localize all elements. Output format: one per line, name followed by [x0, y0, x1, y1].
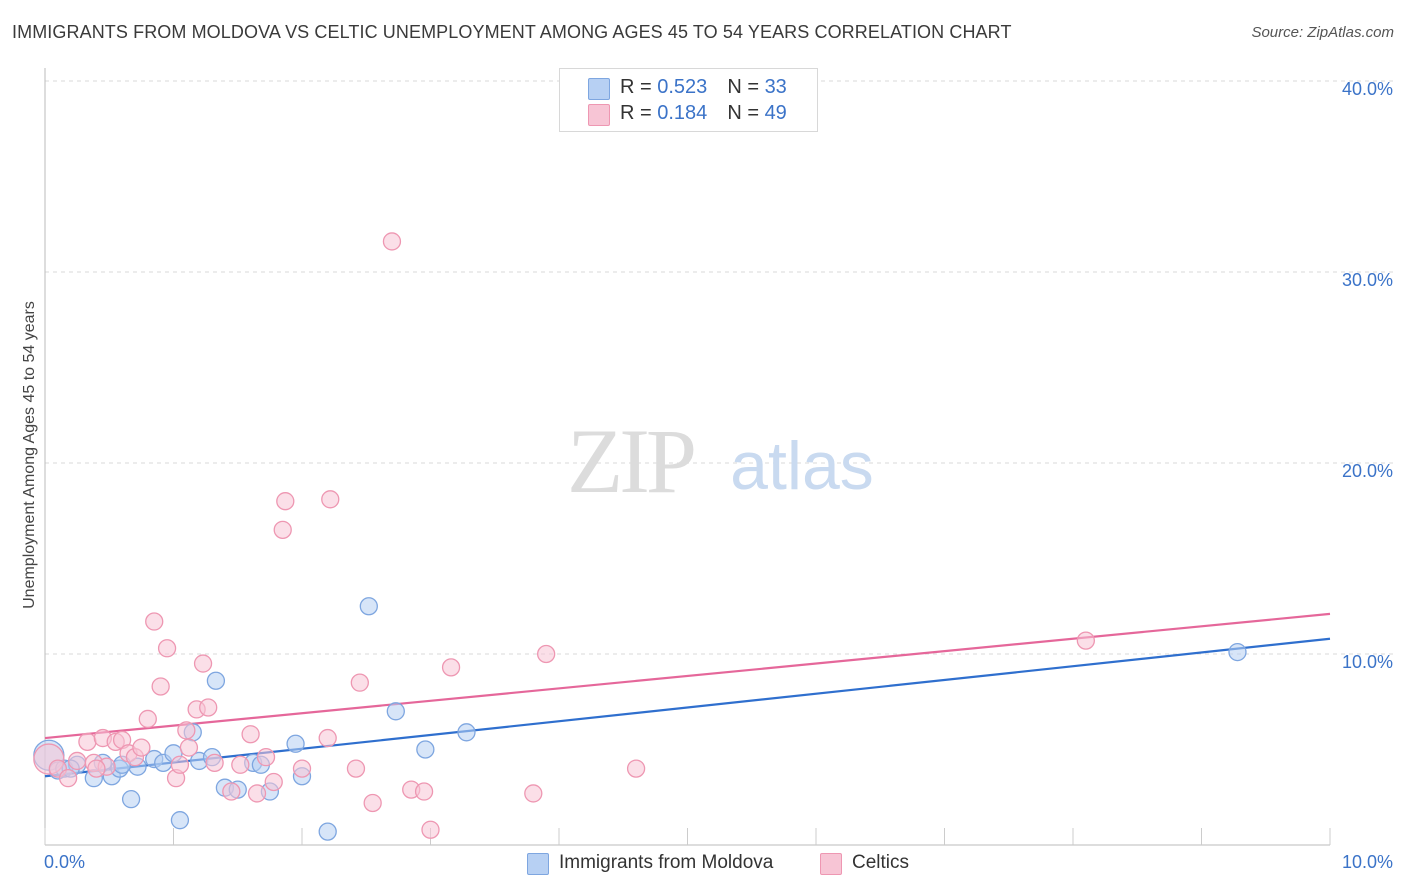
point-celtics-37: [363, 793, 382, 813]
point-celtics-19: [179, 738, 199, 757]
point-celtics-2: [58, 769, 78, 788]
point-celtics-33: [318, 728, 337, 748]
point-celtics-40: [414, 782, 434, 801]
legend-r-celtics: 0.184: [657, 102, 708, 124]
bottom-legend-label-moldova: Immigrants from Moldova: [559, 852, 774, 873]
y-tick-label-10: 10.0%: [1341, 652, 1393, 672]
point-celtics-3: [67, 751, 87, 771]
legend-n-moldova: 33: [764, 76, 787, 98]
point-moldova-17: [206, 671, 226, 690]
x-tick-label-10: 10.0%: [1341, 852, 1393, 872]
point-moldova-13: [170, 811, 190, 830]
legend-text-celtics: R = 0.184 N = 49: [620, 102, 787, 124]
bottom-legend-swatch-pink: [820, 853, 842, 875]
legend-swatch-blue: [588, 78, 610, 100]
gridlines: [45, 80, 1395, 655]
bottom-legend-swatch-blue: [527, 853, 549, 875]
point-moldova-28: [416, 740, 435, 759]
point-celtics-43: [524, 784, 543, 803]
point-moldova-29: [457, 723, 476, 742]
point-moldova-8: [121, 790, 141, 809]
trend-line-moldova: [44, 637, 1331, 778]
y-tick-label-40: 40.0%: [1341, 79, 1393, 99]
legend-text-moldova: R = 0.523 N = 33: [620, 76, 787, 98]
point-celtics-27: [247, 784, 267, 803]
point-moldova-26: [359, 597, 378, 616]
point-moldova-25: [318, 822, 337, 841]
point-celtics-22: [199, 698, 218, 717]
point-celtics-13: [138, 709, 157, 729]
point-celtics-21: [193, 654, 213, 673]
point-moldova-23: [286, 734, 305, 753]
point-celtics-32: [292, 759, 312, 778]
point-celtics-12: [132, 738, 151, 757]
watermark-atlas: atlas: [730, 428, 874, 504]
point-celtics-47: [87, 759, 106, 778]
trend-lines: [44, 612, 1331, 778]
point-celtics-34: [321, 490, 340, 509]
point-celtics-36: [350, 673, 369, 692]
bottom-legend-label-celtics: Celtics: [852, 852, 910, 873]
point-celtics-25: [231, 755, 250, 774]
point-celtics-15: [151, 677, 170, 696]
point-celtics-29: [264, 772, 283, 792]
legend-r-moldova: 0.523: [657, 76, 708, 98]
data-points: [33, 232, 1247, 841]
point-celtics-46: [1076, 631, 1095, 650]
point-celtics-16: [157, 639, 177, 658]
chart-title: IMMIGRANTS FROM MOLDOVA VS CELTIC UNEMPL…: [12, 22, 1012, 42]
point-celtics-18: [177, 721, 196, 740]
trend-line-celtics: [44, 612, 1331, 740]
legend-n-celtics: 49: [764, 102, 787, 124]
point-celtics-45: [626, 759, 646, 778]
source-label: Source: ZipAtlas.com: [1251, 24, 1394, 41]
point-celtics-28: [256, 747, 276, 767]
point-celtics-4: [78, 732, 97, 752]
point-celtics-41: [421, 820, 440, 839]
point-celtics-48: [170, 755, 190, 774]
point-celtics-35: [346, 759, 366, 778]
x-tick-label-0: 0.0%: [44, 852, 86, 872]
y-tick-label-30: 30.0%: [1341, 270, 1393, 290]
y-tick-label-20: 20.0%: [1341, 461, 1393, 481]
point-celtics-44: [537, 644, 556, 664]
legend: R = 0.523 N = 33 R = 0.184 N = 49: [559, 68, 818, 132]
watermark-zip: ZIP: [567, 410, 694, 512]
point-celtics-38: [382, 232, 402, 251]
point-moldova-32: [1228, 642, 1247, 662]
point-celtics-31: [276, 492, 295, 511]
legend-swatch-pink: [588, 104, 610, 126]
point-celtics-14: [145, 612, 164, 631]
point-celtics-23: [205, 753, 224, 773]
point-celtics-30: [273, 520, 292, 539]
point-moldova-27: [386, 702, 405, 721]
point-celtics-42: [441, 658, 461, 677]
point-celtics-26: [241, 725, 260, 744]
point-celtics-24: [222, 782, 241, 801]
